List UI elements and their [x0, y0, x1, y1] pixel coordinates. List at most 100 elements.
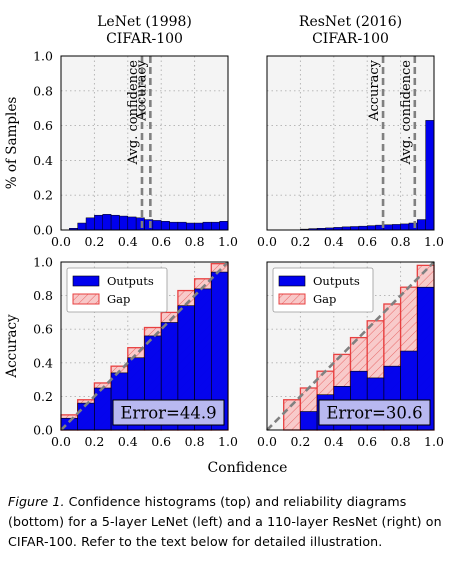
axes-frame: [266, 261, 435, 431]
x-tick-label: 0.2: [84, 234, 104, 249]
x-tick-label: 0.4: [324, 434, 344, 449]
panel-bottom-left: Outputs Gap Error=44.9 0.0 0.2 0.4 0.6 0.8 1.0 0.…: [4, 255, 238, 450]
x-tick-label: 1.0: [424, 234, 444, 249]
x-tick-label: 0.0: [257, 234, 277, 249]
histogram-bar: [358, 225, 368, 231]
y-tick-label: 0.6: [33, 118, 53, 133]
histogram-bar: [110, 214, 120, 231]
histogram-bar: [383, 224, 393, 231]
histogram-bar: [400, 223, 410, 231]
histogram-bar: [392, 224, 401, 231]
legend-swatch-gap: [278, 293, 306, 305]
x-tick-label: 0.8: [185, 434, 205, 449]
y-tick-label: 0.8: [33, 83, 53, 98]
histogram-bar: [169, 221, 179, 231]
x-tick-label: 1.0: [218, 234, 238, 249]
x-tick-label: 0.4: [324, 234, 344, 249]
histogram-bar: [152, 220, 162, 231]
histogram-bar: [77, 222, 87, 231]
y-tick-label: 0.6: [33, 322, 53, 337]
x-tick-label: 0.4: [118, 234, 138, 249]
x-tick-label: 0.0: [51, 234, 71, 249]
error-box: [318, 399, 431, 426]
x-tick-label: 0.2: [84, 434, 104, 449]
x-tick-label: 1.0: [424, 434, 444, 449]
panel-title: LeNet (1998): [97, 14, 192, 30]
legend-swatch-outputs: [278, 275, 306, 287]
panel-top-right: Accuracy Avg. confidence 0.0 0.2 0.4 0.6 0.8 1.…: [257, 14, 444, 249]
vline-label: Avg. confidence: [126, 60, 141, 166]
output-bar: [77, 402, 95, 431]
histogram-bar: [211, 221, 220, 231]
legend-label-gap: Gap: [313, 292, 336, 306]
plot-area: [267, 56, 434, 230]
y-tick-label: 0.8: [33, 288, 53, 303]
legend-label-outputs: Outputs: [313, 274, 360, 288]
legend-swatch-gap: [72, 293, 100, 305]
x-tick-label: 0.0: [257, 434, 277, 449]
perfect-calibration-line: [60, 261, 229, 431]
legend-label-gap: Gap: [107, 292, 130, 306]
caption-text: Confidence histograms (top) and reliabil…: [8, 494, 442, 549]
error-label: Error=44.9: [120, 404, 216, 423]
y-axis-label: % of Samples: [4, 97, 20, 190]
error-label: Error=30.6: [326, 404, 422, 423]
y-tick-label: 0.0: [33, 423, 53, 438]
vline-label: Accuracy: [134, 59, 149, 122]
x-tick-label: 1.0: [218, 434, 238, 449]
x-tick-label: 0.6: [151, 234, 171, 249]
histogram-bar: [186, 222, 195, 231]
legend-label-outputs: Outputs: [107, 274, 154, 288]
histogram-bar: [177, 221, 187, 231]
y-tick-label: 0.2: [33, 188, 53, 203]
y-tick-label: 1.0: [33, 49, 53, 64]
x-tick-label: 0.6: [151, 434, 171, 449]
histogram-bar: [202, 221, 212, 231]
x-tick-label: 0.2: [290, 234, 310, 249]
y-tick-label: 0.0: [33, 223, 53, 238]
histogram-bar: [119, 215, 129, 231]
x-tick-label: 0.8: [391, 234, 411, 249]
histogram-bar: [366, 225, 376, 231]
error-box: [112, 399, 225, 426]
panel-title: CIFAR-100: [106, 31, 183, 47]
output-bar: [300, 411, 318, 431]
histogram-bar: [417, 219, 426, 231]
plot-area: [61, 56, 228, 230]
x-tick-label: 0.0: [51, 434, 71, 449]
histogram-bar: [425, 120, 435, 231]
histogram-bar: [94, 214, 104, 231]
histogram-bar: [350, 226, 360, 231]
y-tick-label: 0.4: [33, 355, 53, 370]
histogram-bar: [219, 221, 229, 231]
x-tick-label: 0.8: [185, 234, 205, 249]
histogram-bar: [102, 214, 112, 231]
x-tick-label: 0.6: [357, 434, 377, 449]
y-axis-label: Accuracy: [4, 314, 20, 379]
axes-frame: [60, 55, 229, 231]
histogram-bar: [127, 216, 137, 231]
caption-lead: Figure 1.: [8, 494, 65, 509]
y-tick-label: 0.2: [33, 389, 53, 404]
x-tick-label: 0.4: [118, 434, 138, 449]
figure-caption: Figure 1. Confidence histograms (top) an…: [8, 492, 450, 552]
histogram-bar: [85, 217, 95, 231]
x-tick-label: 0.6: [357, 234, 377, 249]
vline-label: Avg. confidence: [399, 60, 414, 166]
histogram-bar: [160, 221, 170, 231]
axes-frame: [60, 261, 229, 431]
perfect-calibration-line: [266, 261, 435, 431]
x-tick-label: 0.8: [391, 434, 411, 449]
y-tick-label: 1.0: [33, 255, 53, 270]
panel-title: CIFAR-100: [312, 31, 389, 47]
y-tick-label: 0.4: [33, 153, 53, 168]
histogram-bar: [194, 222, 204, 231]
panel-bottom-right: Outputs Gap Error=30.6 0.0 0.2 0.4 0.6 0.8 1.0: [257, 261, 444, 449]
legend-swatch-outputs: [72, 275, 100, 287]
x-tick-label: 0.2: [290, 434, 310, 449]
vline-label: Accuracy: [367, 59, 382, 122]
axes-frame: [266, 55, 435, 231]
panel-title: ResNet (2016): [299, 14, 402, 30]
